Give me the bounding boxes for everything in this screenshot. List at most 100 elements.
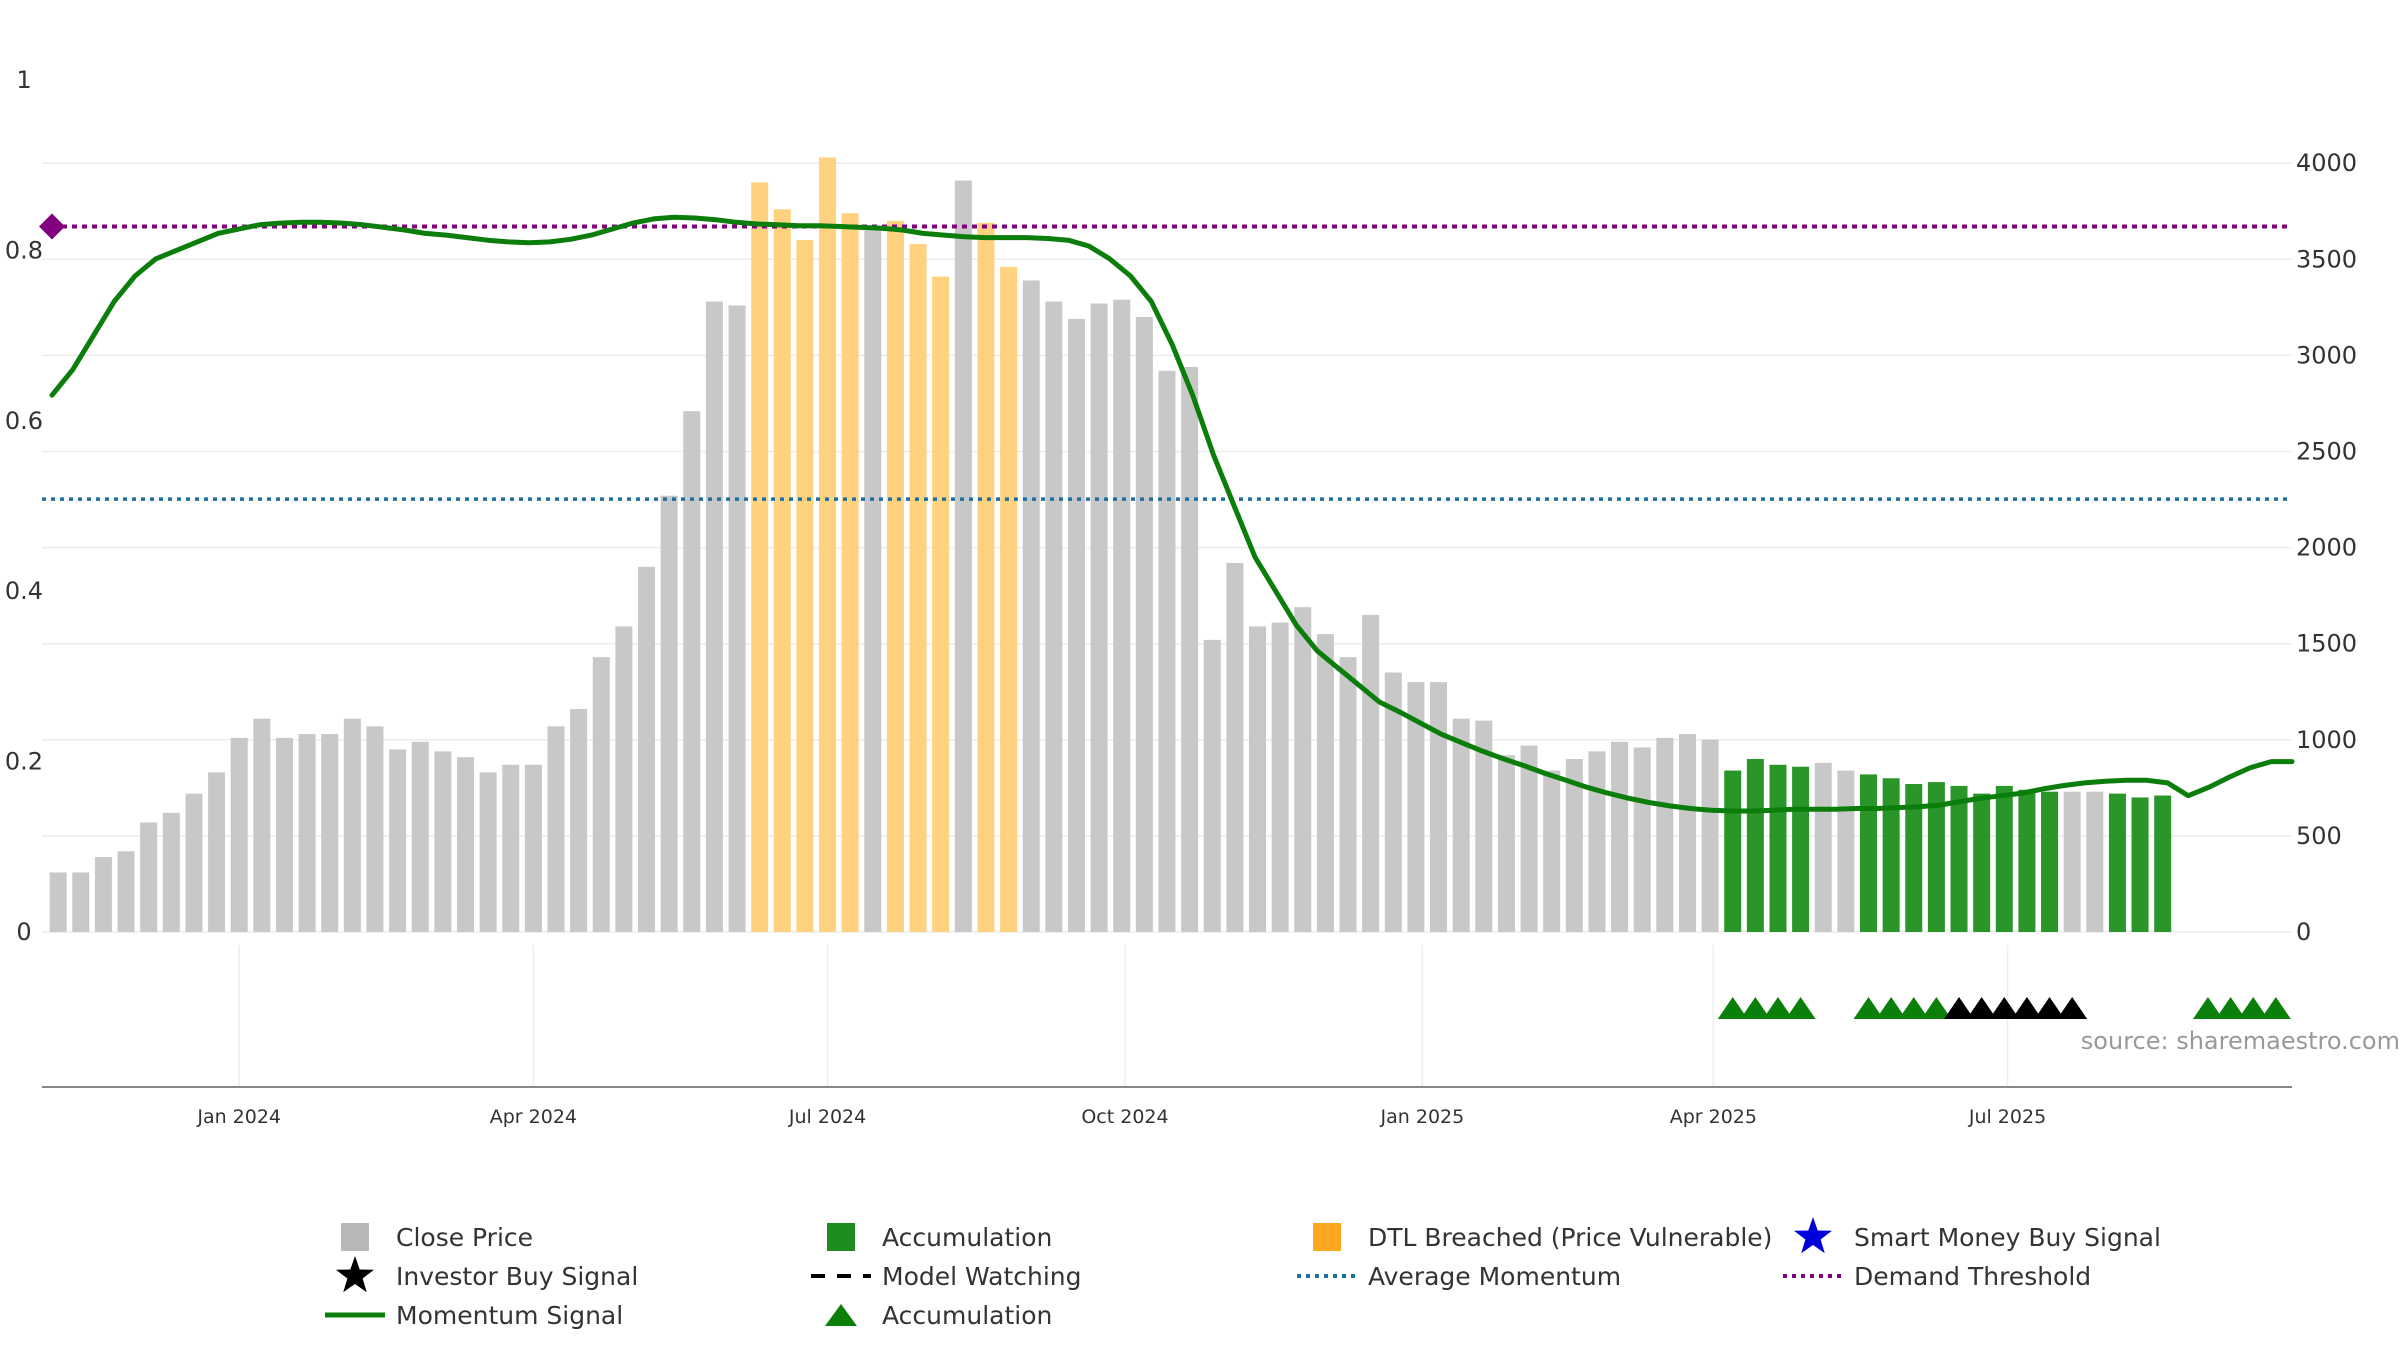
accumulation-bar: [1746, 759, 1764, 932]
close-price-bar: [1362, 614, 1380, 932]
close-price-bar: [1158, 370, 1176, 932]
close-price-bar: [638, 566, 656, 932]
accumulation-bar: [2108, 793, 2126, 932]
accumulation-bar: [1860, 774, 1878, 932]
legend-item: Investor Buy Signal: [336, 1256, 638, 1293]
close-price-bars: [49, 157, 2172, 933]
legend-label: Momentum Signal: [396, 1301, 623, 1330]
accumulation-bar: [1792, 766, 1810, 932]
axes: 0 0.2 0.4 0.6 0.8 1 0 500 1000 1500 2000 2500 3000 35…: [5, 66, 2357, 1128]
close-price-bar: [683, 411, 701, 932]
legend-item: Close Price: [341, 1223, 533, 1252]
investor-buy-triangle: [1944, 997, 1975, 1019]
right-axis-tick-label: 0: [2296, 918, 2311, 946]
close-price-bar: [1656, 737, 1674, 932]
close-price-bar: [1181, 366, 1199, 932]
legend-swatch-square: [341, 1223, 369, 1251]
dtl-breached-bar: [819, 157, 837, 933]
legend-label: Accumulation: [882, 1223, 1052, 1252]
right-axis-tick-label: 500: [2296, 822, 2342, 850]
left-axis-tick-label: 0: [16, 918, 31, 946]
x-axis-tick-label: Oct 2024: [1081, 1106, 1168, 1128]
close-price-bar: [321, 734, 339, 932]
accumulation-triangle: [2238, 997, 2269, 1019]
close-price-bar: [1271, 622, 1289, 932]
accumulation-bar: [1882, 778, 1900, 932]
x-axis-tick-label: Jul 2024: [788, 1106, 866, 1128]
close-price-bar: [1701, 739, 1719, 932]
legend-item: Momentum Signal: [325, 1301, 623, 1330]
legend-triangle-icon: [825, 1304, 857, 1326]
close-price-bar: [1430, 682, 1448, 932]
close-price-bar: [1045, 301, 1063, 933]
legend-label: Smart Money Buy Signal: [1854, 1223, 2161, 1252]
close-price-bar: [524, 764, 542, 932]
accumulation-triangle: [1898, 997, 1929, 1019]
momentum-signal-line: [49, 214, 2295, 814]
close-price-bar: [1135, 316, 1153, 932]
accumulation-triangle: [1717, 997, 1748, 1019]
dtl-breached-bar: [796, 240, 814, 933]
legend-label: Accumulation: [882, 1301, 1052, 1330]
close-price-bar: [1203, 639, 1221, 932]
accumulation-triangle: [1762, 997, 1793, 1019]
close-price-bar: [1837, 770, 1855, 932]
legend-item: Smart Money Buy Signal: [1794, 1217, 2161, 1254]
investor-buy-triangle: [2057, 997, 2088, 1019]
close-price-bar: [502, 764, 520, 932]
close-price-bar: [343, 718, 361, 932]
left-axis-tick-label: 0.6: [5, 407, 43, 435]
x-axis-tick-label: Jul 2025: [1968, 1106, 2046, 1128]
accumulation-bar: [1769, 764, 1787, 932]
accumulation-triangle: [1853, 997, 1884, 1019]
close-price-bar: [1520, 745, 1538, 932]
signal-triangles: [1717, 997, 2291, 1019]
close-price-bar: [1452, 718, 1470, 932]
close-price-bar: [2086, 791, 2104, 932]
legend-swatch-square: [827, 1223, 855, 1251]
accumulation-bar: [1724, 770, 1742, 932]
x-axis-tick-label: Apr 2024: [490, 1106, 577, 1128]
legend-swatch-square: [1313, 1223, 1341, 1251]
right-axis-tick-label: 2500: [2296, 438, 2357, 466]
dtl-breached-bar: [773, 209, 791, 933]
close-price-bar: [1407, 682, 1425, 932]
close-price-bar: [1384, 672, 1402, 932]
close-price-bar: [1113, 299, 1131, 933]
investor-buy-triangle: [2011, 997, 2042, 1019]
legend-item: Accumulation: [825, 1301, 1052, 1330]
close-price-bar: [1226, 562, 1244, 932]
right-axis-tick-label: 1500: [2296, 630, 2357, 658]
right-axis-tick-label: 4000: [2296, 149, 2357, 177]
close-price-bar: [1316, 634, 1334, 932]
accumulation-bar: [2018, 789, 2036, 932]
legend-label: Close Price: [396, 1223, 533, 1252]
accumulation-triangle: [1921, 997, 1952, 1019]
legend-label: Model Watching: [882, 1262, 1082, 1291]
dtl-breached-bar: [977, 222, 995, 932]
legend-item: DTL Breached (Price Vulnerable): [1313, 1223, 1772, 1252]
close-price-bar: [1497, 755, 1515, 932]
close-price-bar: [49, 872, 67, 932]
legend-label: DTL Breached (Price Vulnerable): [1368, 1223, 1772, 1252]
close-price-bar: [117, 851, 135, 932]
left-axis-tick-label: 1: [16, 66, 31, 94]
legend-item: Accumulation: [827, 1223, 1052, 1252]
accumulation-triangle: [2192, 997, 2223, 1019]
accumulation-bar: [2041, 791, 2059, 932]
close-price-bar: [2063, 791, 2081, 932]
accumulation-triangle: [1740, 997, 1771, 1019]
close-price-bar: [1022, 280, 1040, 933]
source-note: source: sharemaestro.com: [2081, 1027, 2400, 1055]
legend: Close Price Accumulation DTL Breached (Pri…: [325, 1217, 2161, 1330]
close-price-bar: [389, 749, 407, 932]
right-axis-tick-label: 2000: [2296, 534, 2357, 562]
close-price-bar: [1090, 303, 1108, 933]
dtl-breached-bar: [1000, 266, 1018, 932]
close-price-bar: [72, 872, 90, 932]
legend-label: Investor Buy Signal: [396, 1262, 638, 1291]
legend-label: Demand Threshold: [1854, 1262, 2091, 1291]
legend-item: Model Watching: [811, 1262, 1082, 1291]
accumulation-bar: [1905, 784, 1923, 932]
